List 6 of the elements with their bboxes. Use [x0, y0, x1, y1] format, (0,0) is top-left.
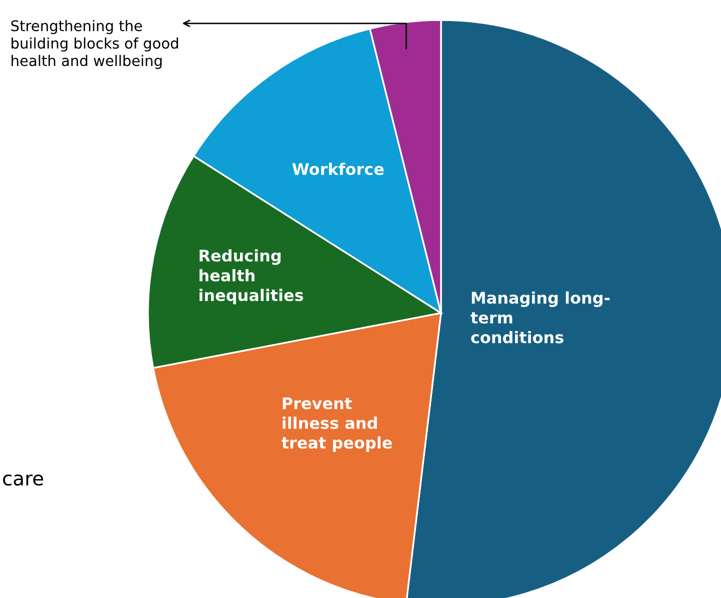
slice-label: Prevent illness and treat people	[282, 397, 392, 452]
slice-label: Strengthening the building blocks of good health and wellbeing	[11, 20, 178, 69]
slice-label: Workforce	[292, 162, 384, 176]
slice-label: Reducing health inequalities	[200, 249, 304, 304]
text: care	[3, 474, 44, 486]
slice-label: Managing long- term conditions	[470, 291, 610, 344]
